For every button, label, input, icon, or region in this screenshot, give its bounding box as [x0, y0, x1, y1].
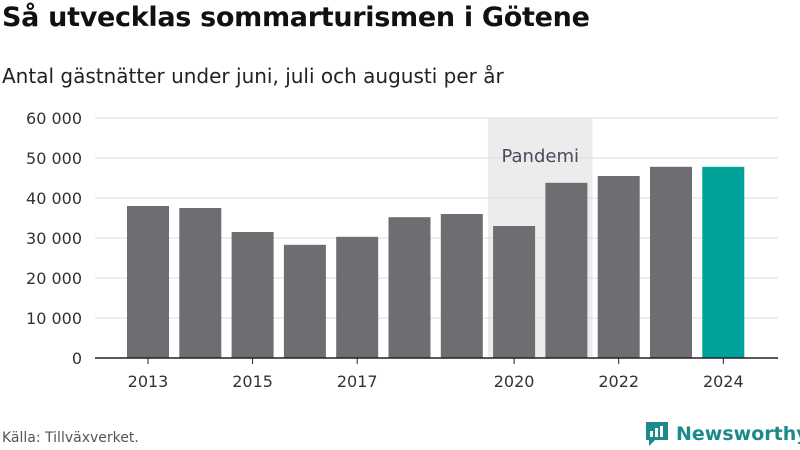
bar-2023 [650, 166, 692, 358]
y-tick-label: 0 [72, 349, 82, 368]
y-tick-label: 60 000 [26, 109, 82, 128]
brand-name: Newsworthy [676, 423, 800, 445]
bar-2022 [597, 176, 640, 358]
y-tick-label: 30 000 [26, 229, 82, 248]
y-tick-label: 50 000 [26, 149, 82, 168]
y-tick-label: 20 000 [26, 269, 82, 288]
brand-logo: Newsworthy [644, 419, 800, 449]
bar-2021 [545, 182, 588, 358]
pandemic-label: Pandemi [501, 146, 579, 167]
x-tick-label: 2022 [598, 372, 639, 391]
bar-2018 [388, 217, 431, 358]
x-tick-label: 2015 [232, 372, 273, 391]
x-tick-label: 2024 [703, 372, 744, 391]
bar-2013 [127, 206, 169, 358]
chart-subtitle: Antal gästnätter under juni, juli och au… [2, 64, 504, 88]
y-tick-label: 40 000 [26, 189, 82, 208]
x-tick-label: 2013 [128, 372, 169, 391]
bar-2016 [283, 244, 326, 358]
bar-2017 [336, 236, 379, 358]
source-note: Källa: Tillväxverket. [2, 430, 139, 446]
bar-2020 [493, 226, 536, 358]
bar-2014 [179, 208, 222, 358]
x-tick-label: 2020 [494, 372, 535, 391]
y-tick-label: 10 000 [26, 309, 82, 328]
chart-title: Så utvecklas sommarturismen i Götene [2, 2, 590, 33]
x-tick-label: 2017 [337, 372, 378, 391]
newsworthy-logo-icon [646, 422, 668, 446]
bar-2015 [231, 232, 274, 358]
bar-2019 [440, 214, 483, 358]
bar-chart: 0 10 000 20 000 30 000 40 000 50 000 60 000 Pan… [26, 109, 778, 391]
bar-2024 [702, 166, 745, 358]
